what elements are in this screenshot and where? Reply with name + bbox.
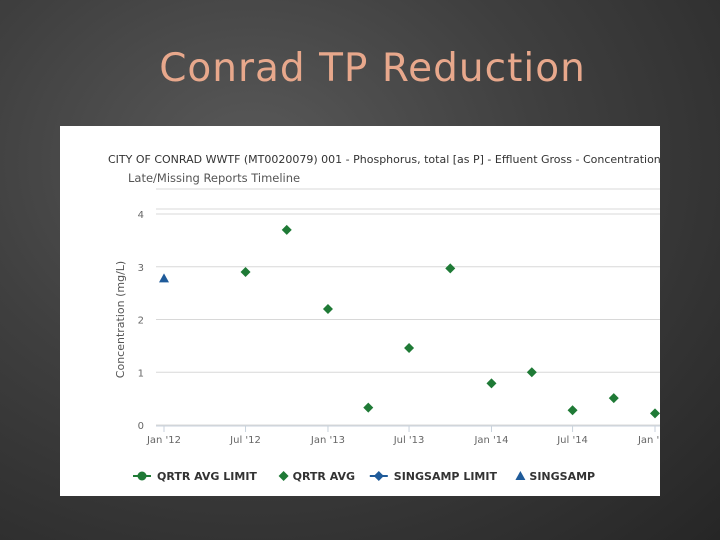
chart-title: CITY OF CONRAD WWTF (MT0020079) 001 - Ph…	[108, 153, 660, 166]
legend-symbol-diamond	[373, 471, 384, 481]
x-tick-label: Jul '12	[229, 435, 261, 446]
phosphorus-chart: CITY OF CONRAD WWTF (MT0020079) 001 - Ph…	[108, 153, 660, 483]
y-tick-label: 4	[138, 210, 144, 221]
legend-item-qrtr-avg[interactable]: QRTR AVG	[278, 470, 355, 483]
y-axis-label: Concentration (mg/L)	[114, 261, 127, 378]
qrtr-avg-point	[567, 405, 578, 416]
x-tick-label: Jan '14	[473, 435, 508, 446]
x-tick-label: Jul '14	[556, 435, 588, 446]
legend-item-qrtr-avg-limit[interactable]: QRTR AVG LIMIT	[133, 470, 257, 483]
x-tick-layer: Jan '12 Jul '12 Jan '13 Jul '13 Jan '14 Jul '…	[146, 426, 660, 446]
grid-layer	[156, 188, 660, 427]
legend-label: SINGSAMP	[529, 470, 595, 483]
legend-item-singsamp[interactable]: SINGSAMP	[515, 470, 595, 483]
legend[interactable]: QRTR AVG LIMIT QRTR AVG SINGSAMP LIMIT SING…	[133, 470, 595, 483]
y-tick-label: 2	[138, 316, 144, 327]
legend-symbol-diamond	[278, 471, 289, 481]
x-tick-label: Jan '13	[310, 435, 345, 446]
qrtr-avg-point	[526, 367, 537, 378]
x-tick-label: Jan '12	[146, 435, 181, 446]
legend-symbol-triangle	[515, 471, 526, 480]
y-tick-label: 3	[138, 263, 144, 274]
qrtr-avg-point	[363, 402, 374, 413]
slide-title: Conrad TP Reduction	[159, 46, 586, 91]
legend-symbol-circle	[137, 471, 147, 481]
qrtr-avg-point	[404, 342, 415, 353]
y-tick-label: 0	[138, 421, 144, 432]
x-tick-label: Jul '13	[393, 435, 425, 446]
legend-label: SINGSAMP LIMIT	[394, 470, 498, 483]
qrtr-avg-point	[486, 378, 497, 389]
legend-label: QRTR AVG LIMIT	[157, 470, 257, 483]
qrtr-avg-point	[445, 263, 456, 274]
x-tick-label: Jan '15	[637, 435, 660, 446]
singsamp-point	[159, 273, 169, 283]
y-tick-label: 1	[138, 368, 144, 379]
qrtr-avg-point	[322, 303, 333, 314]
qrtr-avg-point	[281, 224, 292, 235]
chart-panel: CITY OF CONRAD WWTF (MT0020079) 001 - Ph…	[60, 126, 660, 496]
qrtr-avg-point	[240, 267, 251, 278]
legend-label: QRTR AVG	[293, 470, 355, 483]
y-tick-layer: 0 1 2 3 4	[138, 210, 144, 432]
qrtr-avg-point	[608, 393, 619, 404]
legend-item-singsamp-limit[interactable]: SINGSAMP LIMIT	[369, 470, 498, 483]
qrtr-avg-point	[650, 408, 660, 419]
point-layer	[159, 224, 660, 419]
chart-subtitle: Late/Missing Reports Timeline	[128, 171, 300, 185]
